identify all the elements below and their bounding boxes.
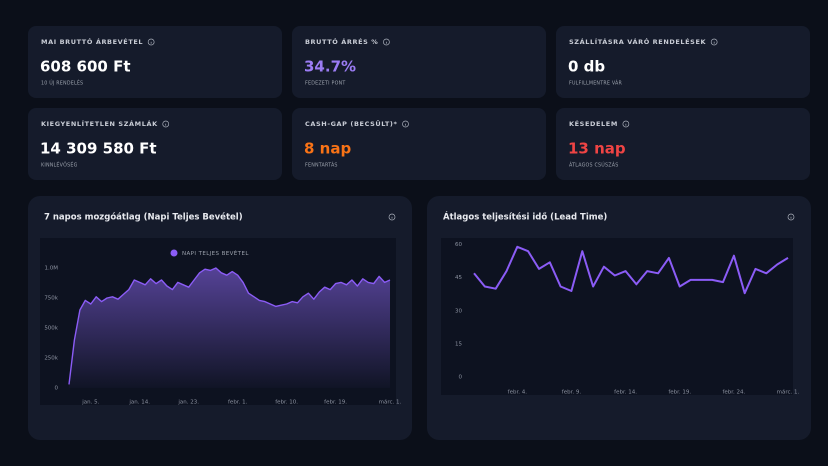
x-tick-label: febr. 10. [275, 400, 298, 406]
kpi-label: SZÁLLÍTÁSRA VÁRÓ RENDELÉSEK [569, 37, 707, 46]
x-tick-label: febr. 19. [668, 390, 691, 396]
x-tick-label: febr. 19. [324, 400, 347, 406]
x-tick-label: jan. 5. [81, 400, 99, 406]
chart-title: Átlagos teljesítési idő (Lead Time) [443, 211, 607, 223]
kpi-sub: ÁTLAGOS CSÚSZÁS [569, 162, 618, 169]
kpi-card [556, 26, 810, 98]
kpi-value: 13 nap [568, 140, 626, 158]
info-icon [147, 38, 155, 46]
y-tick-label: 1.0M [45, 266, 59, 272]
kpi-value: 34.7% [304, 58, 356, 76]
kpi-label: KÉSEDELEM [569, 119, 618, 128]
kpi-label: CASH-GAP (BECSÜLT)* [305, 119, 398, 128]
y-tick-label: 60 [455, 242, 462, 248]
y-tick-label: 0 [55, 386, 59, 392]
kpi-card [556, 108, 810, 180]
x-tick-label: febr. 24. [722, 390, 745, 396]
info-icon [162, 120, 170, 128]
info-icon [402, 120, 409, 128]
kpi-sub: KINNLÉVŐSÉG [41, 161, 78, 169]
kpi-card [28, 26, 282, 98]
legend-swatch [170, 249, 178, 257]
y-tick-label: 30 [455, 308, 462, 314]
chart-title: 7 napos mozgóátlag (Napi Teljes Bevétel) [44, 212, 243, 223]
kpi-card [292, 26, 546, 98]
x-tick-label: febr. 9. [562, 390, 582, 396]
kpi-sub: FULFILLMENTRE VÁR [569, 80, 622, 87]
x-tick-label: febr. 14. [614, 390, 637, 396]
plot-area [441, 238, 793, 395]
kpi-sub: 10 ÚJ RENDELÉS [41, 79, 83, 87]
kpi-card [28, 108, 282, 180]
kpi-card [292, 108, 546, 180]
area-fill [69, 268, 390, 388]
y-tick-label: 15 [455, 341, 462, 347]
kpi-value: 8 nap [304, 140, 351, 158]
kpi-value: 14 309 580 Ft [40, 140, 157, 158]
y-tick-label: 45 [455, 275, 462, 281]
info-icon [388, 213, 396, 221]
x-tick-label: febr. 1. [228, 400, 248, 406]
y-tick-label: 500k [44, 326, 58, 332]
x-tick-label: márc. 1. [777, 389, 800, 396]
kpi-label: MAI BRUTTÓ ÁRBEVÉTEL [41, 37, 143, 46]
x-tick-label: febr. 4. [508, 390, 528, 396]
info-icon [710, 38, 718, 46]
y-tick-label: 0 [459, 375, 463, 381]
series-line [68, 267, 391, 385]
info-icon [383, 38, 390, 46]
series-line [473, 245, 789, 295]
kpi-value: 0 db [568, 58, 605, 76]
kpi-label: BRUTTÓ ÁRRÉS % [305, 37, 378, 46]
y-tick-label: 250k [44, 356, 58, 362]
x-tick-label: márc. 1. [379, 399, 402, 406]
x-tick-label: jan. 23. [177, 400, 199, 406]
y-tick-label: 750k [44, 296, 58, 302]
x-tick-label: jan. 14. [128, 400, 150, 406]
kpi-value: 608 600 Ft [40, 58, 130, 76]
info-icon [622, 120, 630, 128]
kpi-sub: FENNTARTÁS [305, 162, 338, 169]
info-icon [787, 213, 795, 221]
kpi-sub: FEDEZETI PONT [305, 81, 346, 87]
kpi-label: KIEGYENLÍTETLEN SZÁMLÁK [41, 119, 158, 128]
legend-label: NAPI TELJES BEVÉTEL [182, 249, 249, 257]
